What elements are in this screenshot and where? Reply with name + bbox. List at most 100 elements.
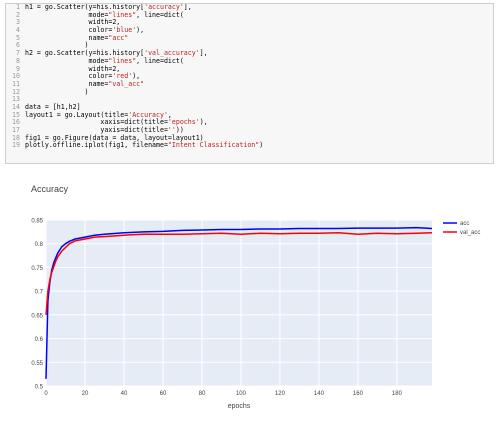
- string-token: 'blue': [112, 26, 137, 35]
- line-number: 8: [16, 56, 20, 65]
- line-number: 3: [16, 18, 20, 27]
- x-axis-title: epochs: [228, 403, 251, 410]
- code-token: ,: [167, 110, 172, 119]
- accuracy-chart[interactable]: Accuracy 0.5 0.55 0.6 0.65 0.7 0.75 0.8 0.85 0 2…: [0, 172, 499, 432]
- x-tick-label: 40: [121, 391, 128, 397]
- code-token: , line=dict(: [136, 10, 184, 19]
- code-token: ): [25, 87, 89, 96]
- code-line[interactable]: 1 h1 = go.Scatter(y=his.history['accuracy…: [6, 4, 493, 12]
- string-token: "lines": [108, 56, 137, 65]
- y-gridlines: [46, 219, 432, 387]
- y-tick-label: 0.65: [31, 313, 43, 319]
- line-number: 14: [12, 102, 20, 111]
- line-number: 5: [16, 33, 20, 42]
- code-line[interactable]: 16 xaxis=dict(title='epochs'),: [6, 118, 493, 127]
- string-token: "lines": [108, 10, 137, 19]
- y-tick-label: 0.75: [31, 266, 43, 272]
- line-number: 12: [12, 87, 20, 96]
- series-line-val-acc: [45, 232, 433, 315]
- code-line[interactable]: 6 ): [6, 42, 493, 50]
- string-token: '': [167, 126, 176, 134]
- code-line[interactable]: 14 data = [h1,h2]: [6, 102, 493, 112]
- string-token: "acc": [108, 33, 129, 42]
- line-number: 4: [16, 26, 20, 35]
- code-token: ],: [183, 3, 192, 11]
- code-token: ),: [136, 26, 145, 35]
- line-number: 1: [16, 3, 20, 11]
- legend-item-val-acc[interactable]: val_acc: [443, 230, 480, 236]
- code-line[interactable]: 13: [6, 96, 493, 104]
- line-number: 15: [12, 110, 20, 119]
- code-token: ): [25, 41, 89, 50]
- chart-title: Accuracy: [31, 184, 69, 194]
- y-tick-label: 0.85: [31, 219, 43, 225]
- code-token: name=: [25, 79, 109, 88]
- code-token: ),: [199, 118, 208, 127]
- code-line[interactable]: 2 mode="lines", line=dict(: [6, 10, 493, 20]
- string-token: 'Accuracy': [128, 110, 168, 119]
- x-tick-label: 20: [82, 391, 89, 397]
- code-token: name=: [25, 33, 109, 42]
- code-token: layout1 = go.Layout(title=: [25, 110, 129, 119]
- line-number: 10: [12, 72, 20, 81]
- code-token: plotly.offline.iplot(fig1, filename=: [25, 141, 168, 150]
- legend-label: acc: [460, 221, 469, 227]
- code-token: width=2,: [25, 18, 121, 27]
- y-tick-label: 0.7: [35, 290, 44, 296]
- legend[interactable]: acc val_acc: [443, 221, 480, 236]
- line-number: 11: [12, 79, 20, 88]
- code-token: , line=dict(: [136, 56, 184, 65]
- plot-background: [46, 220, 432, 386]
- code-line[interactable]: 10 color='red'),: [6, 72, 493, 81]
- code-line[interactable]: 9 width=2,: [6, 65, 493, 74]
- code-token: data = [h1,h2]: [25, 102, 81, 111]
- x-tick-label: 80: [199, 391, 206, 397]
- code-token: h1 = go.Scatter(y=his.history[: [25, 3, 145, 11]
- code-line[interactable]: 12 ): [6, 87, 493, 97]
- code-line[interactable]: 19 plotly.offline.iplot(fig1, filename="I…: [6, 142, 493, 150]
- code-line[interactable]: 4 color='blue'),: [6, 26, 493, 35]
- plot-output: Accuracy 0.5 0.55 0.6 0.65 0.7 0.75 0.8 0.85 0 2…: [0, 172, 499, 432]
- code-editor[interactable]: 1 h1 = go.Scatter(y=his.history['accuracy…: [6, 4, 493, 150]
- x-tick-label: 120: [275, 391, 286, 397]
- line-number: 18: [12, 133, 20, 142]
- code-token: color=: [25, 26, 113, 35]
- line-number: 13: [12, 95, 20, 104]
- string-token: 'accuracy': [144, 3, 184, 11]
- code-line[interactable]: 8 mode="lines", line=dict(: [6, 56, 493, 66]
- line-number: 16: [12, 118, 20, 127]
- x-tick-label: 0: [44, 391, 48, 397]
- legend-item-acc[interactable]: acc: [443, 221, 469, 227]
- code-line[interactable]: 18 fig1 = go.Figure(data = data, layout=l…: [6, 133, 493, 143]
- code-line[interactable]: 3 width=2,: [6, 19, 493, 27]
- line-number: 2: [16, 10, 20, 19]
- code-token: color=: [25, 72, 113, 81]
- code-line[interactable]: 15 layout1 = go.Layout(title='Accuracy',: [6, 110, 493, 120]
- code-line[interactable]: 11 name="val_acc": [6, 79, 493, 89]
- y-tick-label: 0.8: [35, 242, 44, 248]
- code-token: yaxis=dict(title=: [25, 126, 168, 134]
- code-token: xaxis=dict(title=: [25, 118, 168, 127]
- y-tick-label: 0.5: [35, 385, 44, 391]
- string-token: "val_acc": [108, 79, 145, 88]
- code-token: h2 = go.Scatter(y=his.history[: [25, 49, 145, 58]
- y-tick-label: 0.55: [31, 361, 43, 367]
- code-token: fig1 = go.Figure(data = data, layout=lay…: [25, 133, 204, 142]
- x-gridlines: [45, 220, 398, 386]
- y-tick-label: 0.6: [35, 337, 44, 343]
- string-token: 'red': [112, 72, 133, 81]
- code-token: mode=: [25, 10, 109, 19]
- code-line[interactable]: 17 yaxis=dict(title='')): [6, 126, 493, 135]
- series-line-acc: [45, 226, 433, 379]
- x-tick-label: 60: [160, 391, 167, 397]
- code-line[interactable]: 7 h2 = go.Scatter(y=his.history['val_accu…: [6, 49, 493, 58]
- code-cell[interactable]: 1 h1 = go.Scatter(y=his.history['accuracy…: [5, 3, 494, 164]
- x-tick-labels: 0 20 40 60 80 100 120 140 160 180: [44, 391, 402, 397]
- series-lines: [45, 226, 433, 379]
- code-token: mode=: [25, 56, 109, 65]
- x-tick-label: 100: [236, 391, 247, 397]
- line-number: 6: [16, 41, 20, 50]
- code-token: ),: [132, 72, 141, 81]
- code-line[interactable]: 5 name="acc": [6, 33, 493, 43]
- line-number: 17: [12, 126, 20, 134]
